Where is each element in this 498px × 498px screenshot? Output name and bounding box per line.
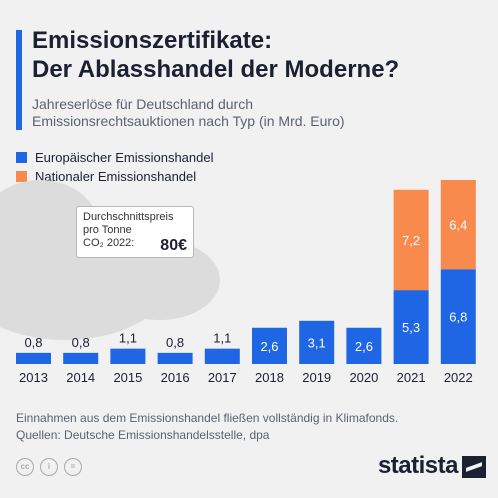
bar-eu	[393, 290, 429, 364]
data-label: 2,6	[260, 339, 278, 354]
callout-label-line-1: Durchschnittspreis	[83, 211, 174, 223]
legend-item-eu: Europäischer Emissionshandel	[16, 150, 476, 165]
bar-national	[393, 189, 429, 291]
page-title: Emissionszertifikate: Der Ablasshandel d…	[32, 26, 492, 84]
x-tick-label: 2014	[66, 370, 95, 385]
footer-note: Einnahmen aus dem Emissionshandel fließe…	[16, 411, 399, 425]
x-tick-label: 2021	[397, 370, 426, 385]
bar-eu	[157, 352, 193, 364]
legend-label-eu: Europäischer Emissionshandel	[35, 150, 214, 165]
subtitle-line-2: Emissionsrechtsauktionen nach Typ (in Mr…	[32, 113, 345, 129]
bar-eu	[299, 320, 335, 364]
x-tick-label: 2022	[444, 370, 473, 385]
subtitle: Jahreserlöse für Deutschland durch Emiss…	[32, 96, 492, 130]
bar-eu	[204, 348, 240, 364]
bar-national	[440, 180, 476, 270]
legend-label-national: Nationaler Emissionshandel	[35, 169, 197, 184]
bar-chart: 0,8 2013 0,8 2014 1,1 2015 0,8 2016 1,1 2017 2,6 20…	[16, 180, 476, 385]
footer: Einnahmen aus dem Emissionshandel fließe…	[16, 410, 486, 444]
no-derivatives-icon[interactable]: =	[64, 458, 82, 476]
data-label: 6,8	[449, 310, 467, 325]
x-tick-label: 2015	[113, 370, 142, 385]
data-label: 1,1	[119, 331, 137, 346]
x-tick-label: 2019	[302, 370, 331, 385]
bar-eu	[63, 352, 99, 364]
data-label: 0,8	[24, 335, 42, 350]
x-tick-label: 2013	[19, 370, 48, 385]
legend-swatch-eu	[16, 152, 27, 163]
subtitle-line-1: Jahreserlöse für Deutschland durch	[32, 96, 254, 112]
callout-label-line-2: pro Tonne	[83, 224, 132, 236]
data-label: 0,8	[166, 335, 184, 350]
x-tick-label: 2020	[349, 370, 378, 385]
attribution-icon[interactable]: i	[40, 458, 58, 476]
bar-eu	[110, 348, 146, 364]
data-label: 7,2	[402, 233, 420, 248]
title-accent-bar	[16, 30, 22, 130]
x-tick-label: 2017	[208, 370, 237, 385]
bar-eu	[252, 327, 287, 364]
callout-label-line-3: CO₂ 2022:	[83, 237, 135, 249]
data-label: 1,1	[213, 331, 231, 346]
data-label: 6,4	[449, 218, 467, 233]
data-label: 3,1	[308, 335, 326, 350]
data-label: 5,3	[402, 320, 420, 335]
x-tick-label: 2016	[161, 370, 190, 385]
price-callout: Durchschnittspreis pro Tonne CO₂ 2022: 8…	[76, 206, 194, 258]
footer-source: Quellen: Deutsche Emissionshandelsstelle…	[16, 428, 270, 442]
callout-value: 80€	[160, 237, 187, 254]
x-tick-label: 2018	[255, 370, 284, 385]
bar-eu	[440, 269, 476, 364]
data-label: 2,6	[355, 339, 373, 354]
legend-item-national: Nationaler Emissionshandel	[16, 169, 476, 184]
title-line-2: Der Ablasshandel der Moderne?	[32, 56, 400, 83]
statista-wordmark[interactable]: statista	[377, 452, 459, 479]
statista-logo-icon[interactable]	[462, 456, 486, 478]
bar-eu	[346, 327, 382, 364]
title-line-1: Emissionszertifikate:	[32, 27, 273, 54]
bar-eu	[16, 352, 51, 364]
legend-swatch-national	[16, 171, 27, 182]
cc-icon[interactable]: cc	[16, 458, 34, 476]
data-label: 0,8	[72, 335, 90, 350]
callout-label: Durchschnittspreis pro Tonne CO₂ 2022:	[83, 211, 187, 250]
